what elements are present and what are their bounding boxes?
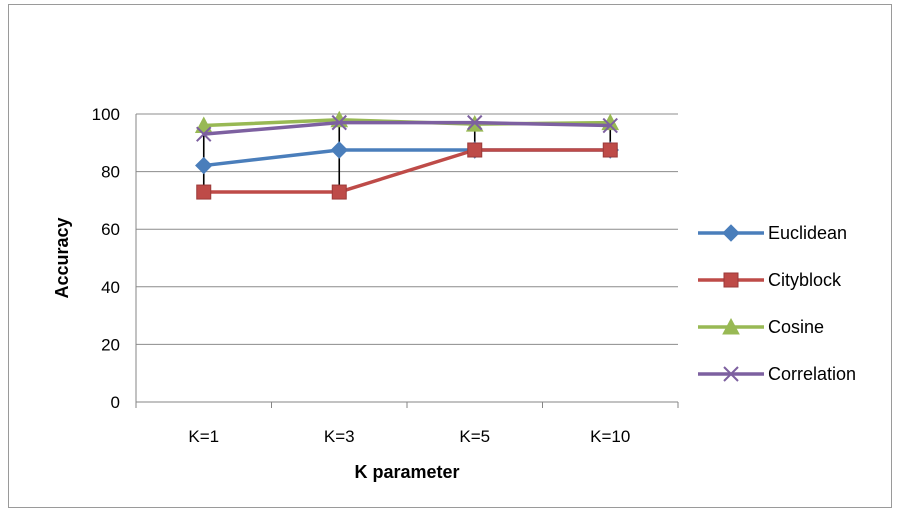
series-line bbox=[203, 120, 611, 136]
data-point bbox=[722, 317, 740, 335]
data-point bbox=[723, 272, 739, 288]
y-tick-label: 100 bbox=[92, 105, 120, 124]
data-point-stroke bbox=[331, 114, 347, 131]
data-point bbox=[331, 114, 347, 131]
x-tick-label: K=5 bbox=[459, 427, 490, 446]
y-tick-label: 80 bbox=[101, 163, 120, 182]
y-axis-title: Accuracy bbox=[52, 217, 72, 298]
x-axis-title: K parameter bbox=[354, 462, 459, 482]
data-point bbox=[467, 114, 483, 131]
data-point bbox=[602, 142, 618, 158]
series-layer bbox=[194, 110, 620, 200]
x-tick-label: K=3 bbox=[324, 427, 355, 446]
y-tick-label: 40 bbox=[101, 278, 120, 297]
data-point bbox=[330, 141, 348, 159]
data-point bbox=[331, 184, 347, 200]
chart-frame bbox=[8, 4, 892, 508]
legend-item-cityblock: Cityblock bbox=[698, 270, 842, 290]
data-point-stroke bbox=[196, 126, 212, 142]
legend-label: Correlation bbox=[768, 364, 856, 384]
legend: Euclidean Cityblock Cosine Correlation bbox=[698, 223, 856, 384]
legend-item-euclidean: Euclidean bbox=[698, 223, 847, 243]
legend-label: Euclidean bbox=[768, 223, 847, 243]
legend-item-cosine: Cosine bbox=[698, 317, 824, 337]
x-tick-label: K=10 bbox=[590, 427, 630, 446]
series-correlation bbox=[196, 114, 618, 142]
x-tick-labels: K=1 K=3 K=5 K=10 bbox=[188, 427, 630, 446]
data-point bbox=[195, 156, 213, 175]
data-point bbox=[196, 126, 212, 142]
y-tick-label: 0 bbox=[111, 393, 120, 412]
data-point bbox=[602, 117, 618, 134]
series-line bbox=[203, 148, 611, 168]
data-point-stroke bbox=[467, 114, 483, 131]
x-tick-label: K=1 bbox=[188, 427, 219, 446]
data-point-stroke bbox=[723, 366, 739, 382]
gridlines bbox=[135, 113, 679, 408]
data-point bbox=[722, 224, 740, 242]
data-point bbox=[467, 142, 483, 158]
series-cityblock bbox=[196, 142, 618, 200]
series-line bbox=[203, 148, 611, 194]
data-point bbox=[723, 366, 739, 382]
y-tick-label: 20 bbox=[101, 335, 120, 354]
legend-label: Cosine bbox=[768, 317, 824, 337]
data-point-stroke bbox=[602, 117, 618, 134]
data-point bbox=[196, 184, 212, 200]
y-tick-label: 60 bbox=[101, 220, 120, 239]
y-tick-labels: 0 20 40 60 80 100 bbox=[92, 105, 120, 412]
legend-item-correlation: Correlation bbox=[698, 364, 856, 384]
series-euclidean bbox=[195, 141, 619, 175]
legend-label: Cityblock bbox=[768, 270, 842, 290]
